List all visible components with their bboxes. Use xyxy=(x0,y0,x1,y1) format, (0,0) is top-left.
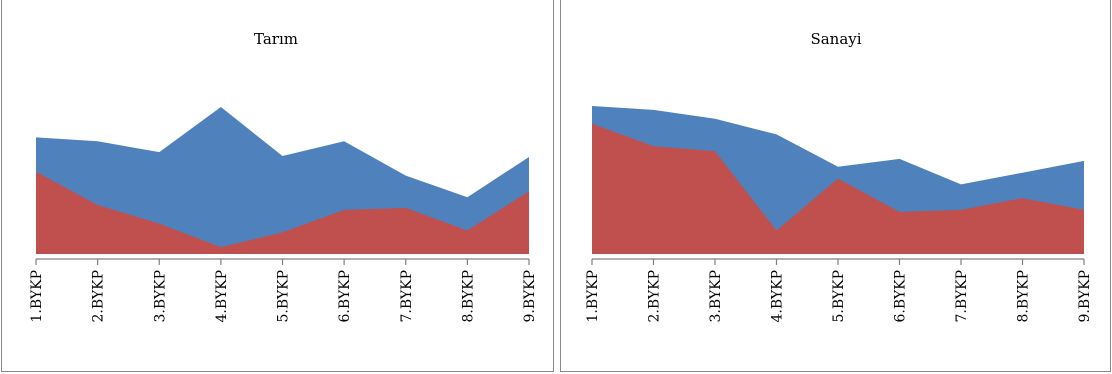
sanayi-x-tick-label: 3.BYKP xyxy=(708,270,724,323)
tarim-x-tick-label: 5.BYKP xyxy=(276,270,292,323)
sanayi-x-tick-label: 4.BYKP xyxy=(770,270,786,323)
sanayi-chart-title: Sanayi xyxy=(810,30,861,48)
tarim-chart-svg: Tarım 1.BYKP 2.BYKP 3.BYKP 4.BYKP 5.BYKP 6.BYK… xyxy=(29,30,538,323)
tarim-x-tick-label: 2.BYKP xyxy=(91,270,107,323)
chart-panel-tarim: Tarım 1.BYKP 2.BYKP 3.BYKP 4.BYKP 5.BYKP 6.BYK… xyxy=(1,0,554,372)
sanayi-x-tick-label: 9.BYKP xyxy=(1077,270,1093,323)
tarim-series-2-area xyxy=(36,171,529,254)
sanayi-x-tick-label: 7.BYKP xyxy=(954,270,970,323)
sanayi-x-tick-label: 5.BYKP xyxy=(831,270,847,323)
tarim-x-tick-label: 7.BYKP xyxy=(399,270,415,323)
sanayi-x-tick-label: 2.BYKP xyxy=(647,270,663,323)
chart-panel-sanayi: Sanayi 1.BYKP 2.BYKP 3.BYKP 4.BYKP 5.BYKP 6.BY… xyxy=(560,0,1111,372)
tarim-x-tick-label: 3.BYKP xyxy=(152,270,168,323)
tarim-x-tick-label: 4.BYKP xyxy=(214,270,230,323)
tarim-x-tick-label: 8.BYKP xyxy=(460,270,476,323)
tarim-x-tick-label: 1.BYKP xyxy=(29,270,45,323)
sanayi-x-tick-label: 6.BYKP xyxy=(893,270,909,323)
tarim-chart-title: Tarım xyxy=(254,30,298,48)
sanayi-chart-svg: Sanayi 1.BYKP 2.BYKP 3.BYKP 4.BYKP 5.BYKP 6.BY… xyxy=(585,30,1093,323)
sanayi-series-2-area xyxy=(592,123,1084,254)
sanayi-x-tick-label: 8.BYKP xyxy=(1016,270,1032,323)
sanayi-x-tick-label: 1.BYKP xyxy=(585,270,601,323)
tarim-x-tick-label: 9.BYKP xyxy=(522,270,538,323)
tarim-x-tick-label: 6.BYKP xyxy=(337,270,353,323)
